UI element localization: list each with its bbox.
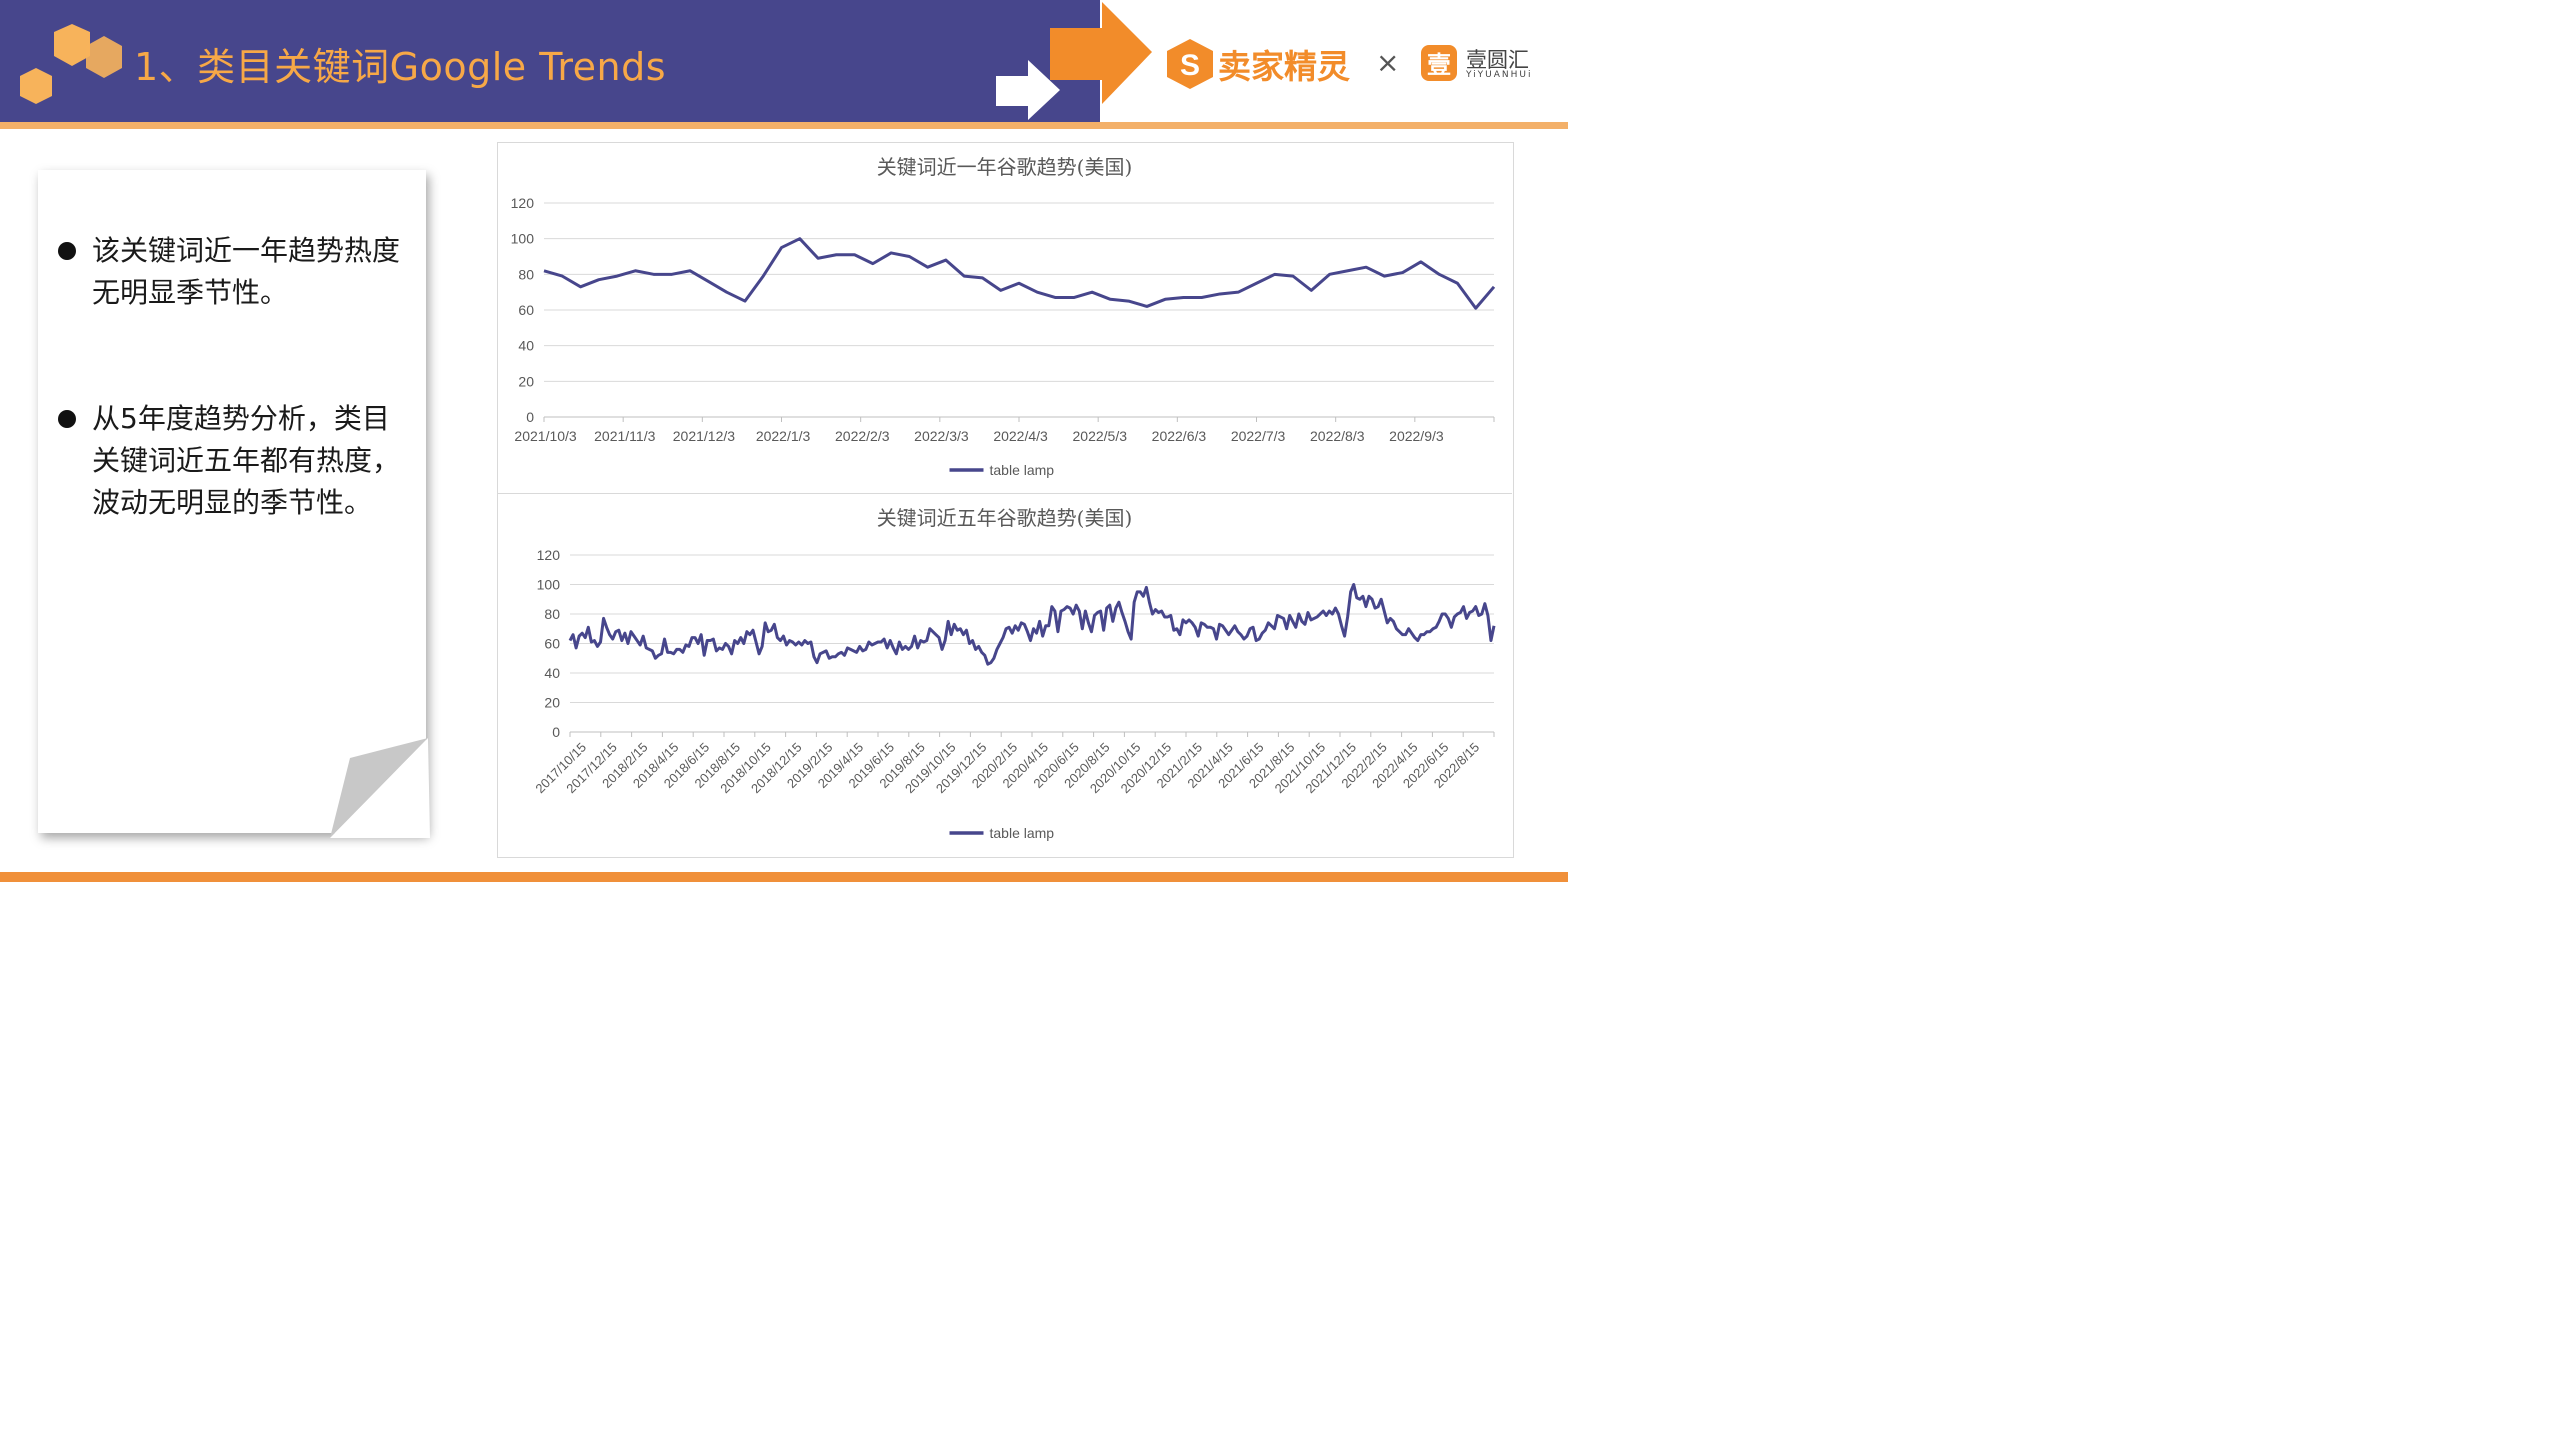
bullet-item-2: 从5年度趋势分析，类目关键词近五年都有热度，波动无明显的季节性。 (58, 398, 408, 524)
header-divider (0, 122, 1568, 129)
chart-five-year-trend: 关键词近五年谷歌趋势(美国)0204060801001202017/10/152… (532, 506, 1496, 841)
page-curl-icon (330, 738, 430, 838)
bullet-dot-icon (58, 410, 76, 428)
chart2-series-line (568, 583, 1496, 666)
chart1-x-tick-label: 2022/3/3 (914, 428, 969, 444)
bullet-item-1: 该关键词近一年趋势热度无明显季节性。 (58, 230, 408, 314)
chart1-y-tick-label: 40 (518, 338, 534, 354)
chart-divider (497, 493, 1512, 494)
chart2-legend-label: table lamp (990, 825, 1055, 841)
chart1-legend-label: table lamp (990, 462, 1055, 478)
chart1-x-tick-label: 2022/8/3 (1310, 428, 1365, 444)
chart1-y-tick-label: 120 (511, 195, 535, 211)
chart1-x-tick-label: 2022/6/3 (1152, 428, 1207, 444)
brand-yiyuanhui-sub: YiYUANHUi (1466, 70, 1533, 80)
chart2-y-tick-label: 20 (544, 695, 560, 711)
brand-sellersprite: 卖家精灵 (1218, 47, 1350, 86)
chart2-y-tick-label: 100 (537, 577, 561, 593)
chart2-y-tick-label: 60 (544, 636, 560, 652)
chart1-y-tick-label: 20 (518, 373, 534, 389)
chart2-y-tick-label: 0 (552, 724, 560, 740)
brand-times-sign: × (1376, 46, 1400, 79)
chart1-x-tick-label: 2021/12/3 (673, 428, 735, 444)
chart1-x-tick-label: 2022/4/3 (993, 428, 1048, 444)
bullet-text-1: 该关键词近一年趋势热度无明显季节性。 (92, 234, 401, 309)
chart-one-year-trend: 关键词近一年谷歌趋势(美国) 0 20 40 60 80 100 120 2021/10/3 20… (511, 155, 1496, 478)
chart1-x-tick-label: 2021/10/3 (514, 428, 576, 444)
arrow-right-icon (996, 2, 1152, 120)
chart1-x-tick-label: 2022/1/3 (756, 428, 811, 444)
page-title: 1、类目关键词Google Trends (134, 45, 667, 89)
chart1-y-tick-label: 60 (518, 302, 534, 318)
header-band (0, 0, 1100, 122)
footer-bar (0, 872, 1568, 882)
note-card (38, 170, 426, 833)
chart1-x-tick-label: 2022/5/3 (1073, 428, 1128, 444)
chart1-series-line (543, 237, 1496, 310)
svg-text:S: S (1180, 49, 1200, 82)
chart1-x-tick-label: 2021/11/3 (594, 428, 655, 444)
chart2-y-tick-label: 120 (537, 547, 561, 563)
chart1-y-tick-label: 100 (511, 231, 535, 247)
chart2-y-tick-label: 80 (544, 606, 560, 622)
chart1-y-tick-label: 0 (526, 409, 534, 425)
chart2-title: 关键词近五年谷歌趋势(美国) (877, 506, 1133, 530)
yiyuanhui-logo-icon: 壹 (1421, 45, 1457, 81)
chart1-x-tick-label: 2022/9/3 (1389, 428, 1444, 444)
chart1-title: 关键词近一年谷歌趋势(美国) (877, 155, 1133, 179)
bullet-dot-icon (58, 242, 76, 260)
bullet-text-2: 从5年度趋势分析，类目关键词近五年都有热度，波动无明显的季节性。 (92, 402, 401, 519)
chart2-y-tick-label: 40 (544, 665, 560, 681)
sellersprite-logo-icon: S (1167, 39, 1213, 89)
chart1-y-tick-label: 80 (518, 266, 534, 282)
chart1-x-tick-label: 2022/2/3 (835, 428, 890, 444)
chart1-x-tick-label: 2022/7/3 (1231, 428, 1286, 444)
hexagon-decoration-icon (20, 24, 122, 104)
yiyuanhui-logo-glyph: 壹 (1427, 51, 1451, 79)
chart-frame (497, 142, 1514, 858)
brand-yiyuanhui: 壹圆汇 (1466, 48, 1529, 72)
